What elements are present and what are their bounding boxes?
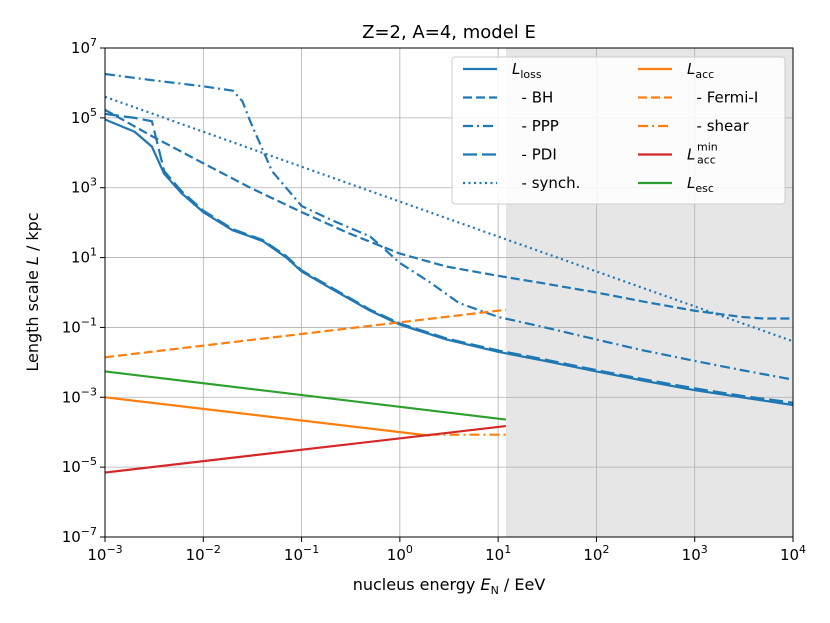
y-tick-label: 105 xyxy=(71,106,97,127)
x-axis-label: nucleus energy EN / EeV xyxy=(353,575,546,597)
series-group xyxy=(105,72,793,474)
y-tick-label: 101 xyxy=(71,246,97,267)
series-line-accmin xyxy=(105,424,507,474)
x-tick-label: 102 xyxy=(583,543,609,564)
x-tick-label: 101 xyxy=(485,543,511,564)
chart-title: Z=2, A=4, model E xyxy=(362,22,536,43)
legend-label-ppp: - PPP xyxy=(512,117,559,135)
series-line-acc xyxy=(105,396,430,437)
x-tick-label: 10−2 xyxy=(186,543,221,564)
series-line-pdi xyxy=(105,112,793,404)
legend-label-pdi: - PDI xyxy=(512,146,557,164)
legend-label-fermi: - Fermi-I xyxy=(687,89,758,107)
legend-label-shear: - shear xyxy=(687,117,749,135)
x-tick-label: 10−3 xyxy=(87,543,122,564)
y-axis-label: Length scale L / kpc xyxy=(23,212,42,371)
plot-frame xyxy=(104,47,794,538)
y-tick-label: 10−5 xyxy=(62,455,97,476)
y-axis-ticks: 10−7 10−5 10−3 10−1 101 103 105 107 xyxy=(62,36,105,546)
legend-label-bh: - BH xyxy=(512,89,553,107)
x-tick-label: 100 xyxy=(387,543,413,564)
y-tick-label: 10−1 xyxy=(62,315,97,336)
legend-label-loss: Lloss xyxy=(512,60,542,81)
legend-label-synch: - synch. xyxy=(512,174,580,192)
legend-box xyxy=(451,56,786,205)
series-line-esc xyxy=(105,370,507,421)
x-tick-label: 103 xyxy=(682,543,708,564)
y-tick-label: 107 xyxy=(71,36,97,57)
y-tick-label: 103 xyxy=(71,176,97,197)
legend-label-acc: Lacc xyxy=(687,60,714,81)
x-axis-ticks: 10−3 10−2 10−1 100 101 102 103 104 xyxy=(87,537,806,564)
series-line-synch xyxy=(105,95,793,343)
x-tick-label: 104 xyxy=(780,543,806,564)
y-tick-label: 10−3 xyxy=(62,385,97,406)
legend-label-esc: Lesc xyxy=(687,174,714,195)
y-tick-label: 10−7 xyxy=(62,525,97,546)
chart-legend: Lloss - BH - PPP - PDI - synch. Lacc - Fe… xyxy=(451,56,786,205)
x-tick-label: 10−1 xyxy=(284,543,319,564)
series-line-fermi xyxy=(105,308,507,359)
